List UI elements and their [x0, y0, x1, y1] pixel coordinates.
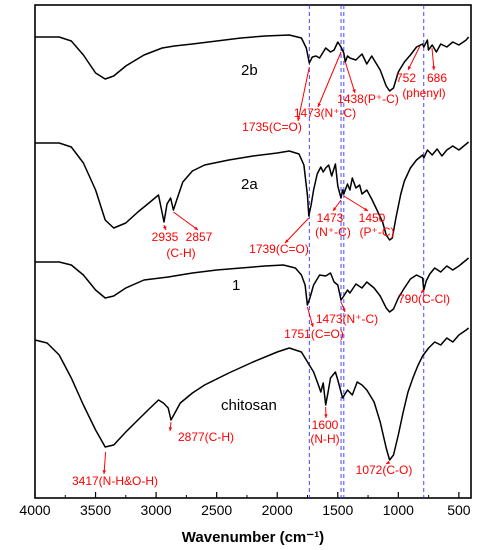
- annotation-2a-12-arrow-head: [364, 207, 368, 211]
- annotation-2a-10-label: 1473: [317, 211, 344, 225]
- spectrum-2b: [35, 34, 470, 92]
- series-label-2b: 2b: [241, 62, 258, 79]
- annotation-2a-12-arrow-line: [343, 195, 369, 212]
- annotation-chitosan-18-label: (N-H): [310, 432, 339, 446]
- annotation-2a-7-label: 2857: [186, 230, 213, 244]
- spectrum-chitosan: [34, 327, 470, 461]
- annotation-2a-6-arrow-head: [163, 226, 167, 230]
- annotation-1-15-arrow-head: [310, 323, 314, 327]
- x-tick-label: 1500: [322, 502, 353, 518]
- annotation-2a-9-arrow-head: [285, 239, 289, 243]
- annotation-chitosan-17-arrow-head: [324, 414, 328, 418]
- annotation-chitosan-19-arrow-head: [168, 427, 173, 431]
- annotation-2b-2-arrow-line: [344, 61, 356, 94]
- annotation-2b-2-arrow-head: [352, 89, 356, 93]
- annotation-2a-11-label: (N⁺-C): [315, 225, 351, 239]
- series-label-chitosan: chitosan: [221, 397, 277, 414]
- annotation-2b-0-label: 1735(C=O): [242, 120, 302, 134]
- x-tick-label: 1000: [383, 502, 414, 518]
- annotation-chitosan-17-label: 1600: [312, 418, 339, 432]
- x-tick-label: 3000: [141, 502, 172, 518]
- series-label-1: 1: [232, 277, 240, 294]
- annotation-2b-4-arrow-line: [431, 47, 435, 71]
- annotation-chitosan-19-label: 2877(C-H): [178, 430, 234, 444]
- annotation-chitosan-20-arrow-line: [103, 451, 107, 475]
- annotation-2b-5-label: (phenyl): [402, 86, 445, 100]
- annotation-2a-9-arrow-line: [284, 217, 310, 244]
- x-axis: 4000 3500 3000 2500 2000 1500 1000 500: [19, 492, 471, 518]
- annotation-1-14-arrow-head: [342, 308, 346, 312]
- annotation-chitosan-21-arrow-head: [386, 460, 390, 464]
- annotation-chitosan-20-arrow-head: [102, 470, 106, 474]
- annotation-chitosan-20-label: 3417(N-H&O-H): [72, 474, 158, 488]
- annotation-2b-1-arrow-head: [317, 103, 321, 107]
- reference-lines: [308, 5, 425, 498]
- spectrum-2a: [35, 141, 470, 241]
- annotation-chitosan-21-label: 1072(C-O): [356, 463, 413, 477]
- x-tick-label: 4000: [19, 502, 50, 518]
- x-tick-label: 2500: [201, 502, 232, 518]
- annotation-1-16-label: 790(C-Cl): [398, 292, 450, 306]
- annotation-2b-3-arrow-head: [408, 66, 412, 70]
- annotation-1-15-label: 1751(C=O): [284, 327, 344, 341]
- annotation-2b-4-label: 686: [427, 71, 447, 85]
- annotation-1-14-label: 1473(N⁺-C): [316, 312, 378, 326]
- spectrum-1: [35, 257, 470, 313]
- x-tick-label: 500: [447, 502, 471, 518]
- annotation-2b-4-arrow-head: [431, 66, 436, 70]
- annotations: 1735(C=O)1473(N⁺-C)1438(P⁺-C)752 686(phen…: [72, 45, 450, 488]
- plot-frame: [34, 4, 472, 499]
- annotation-2a-8-label: (C-H): [166, 246, 195, 260]
- x-axis-title: Wavenumber (cm⁻¹): [182, 529, 324, 546]
- annotation-2b-3-label: 752: [396, 71, 416, 85]
- annotation-2a-9-label: 1739(C=O): [249, 242, 309, 256]
- annotation-2a-10-arrow-head: [333, 207, 337, 211]
- annotation-2b-3-arrow-line: [407, 45, 421, 71]
- annotation-2b-2-label: 1438(P⁺-C): [337, 92, 399, 106]
- series-labels: 2b 2a 1 chitosan: [221, 62, 277, 414]
- annotation-2b-1-arrow-line: [317, 51, 342, 108]
- x-tick-label: 2000: [262, 502, 293, 518]
- spectra: [34, 34, 470, 461]
- x-tick-label: 3500: [80, 502, 111, 518]
- annotation-2a-6-label: 2935: [152, 230, 179, 244]
- series-label-2a: 2a: [241, 176, 258, 193]
- annotation-1-16-arrow-head: [421, 289, 425, 293]
- annotation-2a-7-arrow-line: [173, 211, 199, 231]
- annotation-2b-0-arrow-line: [297, 66, 310, 122]
- annotation-2a-12-label: 1450: [359, 211, 386, 225]
- annotation-2a-7-arrow-head: [194, 226, 198, 230]
- annotation-2b-0-arrow-head: [297, 117, 301, 121]
- annotation-2a-13-label: (P⁺-C): [360, 225, 395, 239]
- annotation-2b-1-label: 1473(N⁺-C): [294, 106, 356, 120]
